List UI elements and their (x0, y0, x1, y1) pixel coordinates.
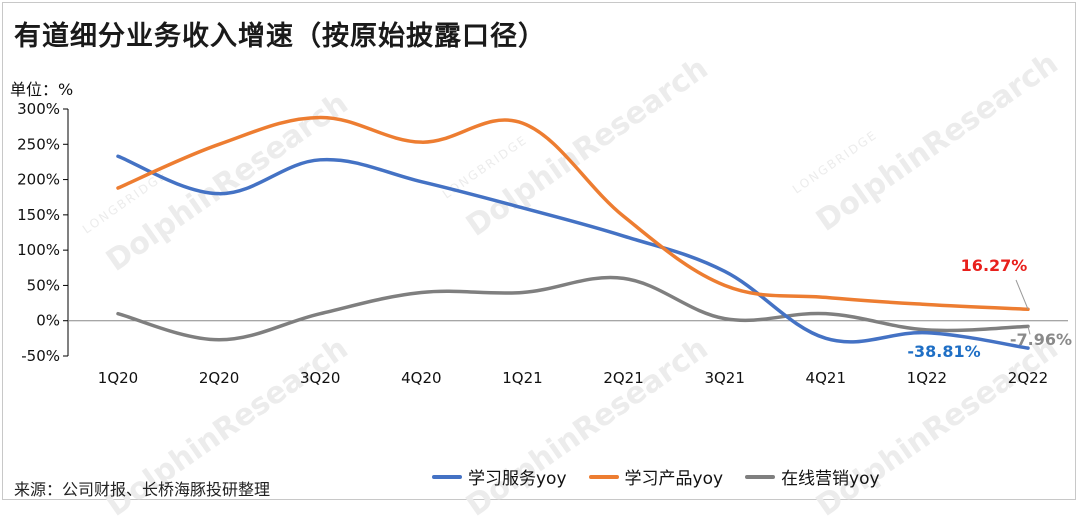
x-tick-label: 3Q20 (300, 369, 340, 387)
data-label-online-marketing: -7.96% (1010, 330, 1072, 349)
legend-label: 学习产品yoy (624, 469, 724, 489)
legend-item-online-marketing: 在线营销yoy (745, 464, 880, 489)
x-tick-label: 1Q20 (98, 369, 138, 387)
line-chart: 300% 250% 200% 150% 100% 50% 0% -50% 1Q20 2Q20 3Q2… (17, 100, 1072, 387)
legend-label: 学习服务yoy (468, 469, 567, 489)
x-tick-label: 2Q20 (199, 369, 239, 387)
x-tick-label: 2Q22 (1008, 369, 1048, 387)
legend-label: 在线营销yoy (781, 469, 880, 489)
legend-item-learning-services: 学习服务yoy (432, 464, 567, 489)
legend-swatch (745, 474, 776, 479)
y-tick-label: 200% (17, 171, 60, 189)
data-label-learning-services: -38.81% (907, 342, 980, 361)
chart-frame (2, 2, 1076, 500)
y-tick-label: 100% (17, 241, 60, 259)
legend-item-learning-products: 学习产品yoy (588, 464, 724, 489)
series-line-learning-services (116, 154, 1030, 350)
legend-swatch (432, 474, 462, 479)
source-note: 来源：公司财报、长桥海豚投研整理 (14, 480, 271, 499)
y-tick-label: -50% (21, 347, 60, 365)
x-tick-label: 1Q21 (502, 369, 542, 387)
x-tick-label: 4Q20 (401, 369, 441, 387)
x-tick-label: 4Q21 (806, 369, 846, 387)
y-tick-label: 250% (17, 135, 60, 153)
label-leader-line (1015, 279, 1029, 310)
legend-swatch (588, 474, 619, 479)
x-tick-label: 1Q22 (907, 369, 947, 387)
legend: 学习服务yoy 学习产品yoy 在线营销yoy (432, 464, 880, 489)
y-unit-label: 单位：% (10, 80, 74, 99)
y-tick-label: 0% (36, 312, 60, 330)
series-line-learning-products (116, 115, 1030, 311)
y-tick-label: 150% (17, 206, 60, 224)
y-tick-label: 300% (17, 100, 60, 118)
series-line-online-marketing (116, 275, 1030, 342)
y-tick-label: 50% (27, 276, 60, 294)
data-label-learning-products: 16.27% (961, 256, 1028, 275)
x-tick-label: 2Q21 (603, 369, 643, 387)
label-leader-line (1027, 326, 1031, 335)
x-tick-label: 3Q21 (704, 369, 744, 387)
chart-title: 有道细分业务收入增速（按原始披露口径） (14, 21, 546, 52)
